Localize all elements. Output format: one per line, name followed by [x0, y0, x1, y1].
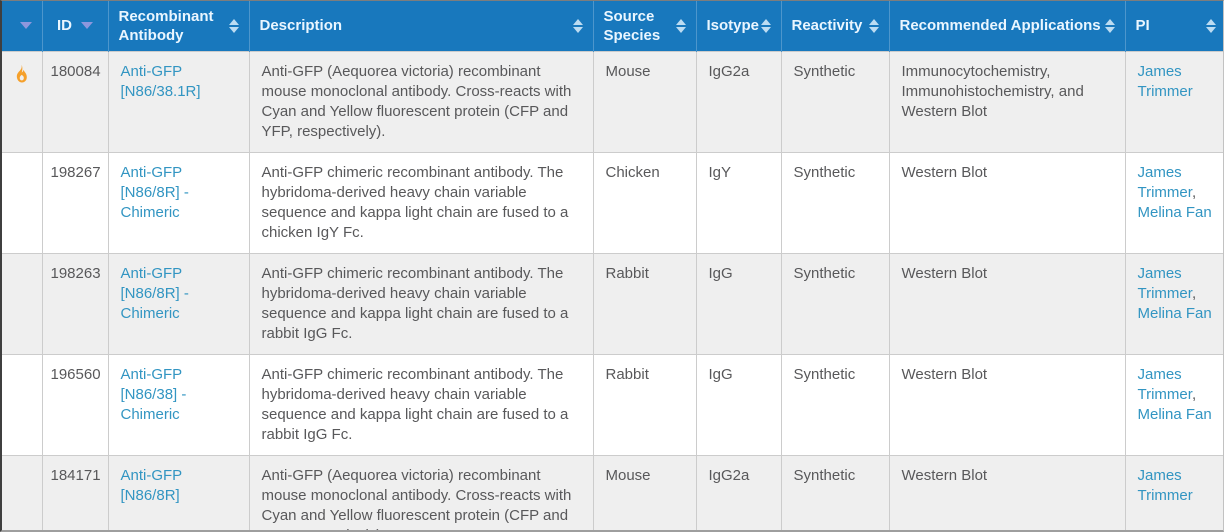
column-label-applications: Recommended Applications	[899, 17, 1101, 35]
hot-filter-caret-icon[interactable]	[20, 22, 33, 30]
table-row: 180084 Anti-GFP [N86/38.1R] Anti-GFP (Ae…	[2, 50, 1223, 152]
pi-link[interactable]: James Trimmer	[1137, 264, 1192, 302]
isotype-cell: IgG	[696, 252, 782, 354]
pi-link[interactable]: James Trimmer	[1137, 365, 1192, 403]
applications-cell: Western Blot	[889, 151, 1126, 253]
antibody-link[interactable]: Anti-GFP [N86/8R]	[120, 466, 182, 504]
column-label-source-species: Source Species	[603, 7, 661, 44]
isotype-cell: IgG2a	[696, 454, 782, 530]
description-cell: Anti-GFP (Aequorea victoria) recombinant…	[249, 50, 594, 152]
pi-link[interactable]: Melina Fan	[1137, 203, 1212, 221]
applications-cell: Western Blot	[889, 454, 1126, 530]
source-species-cell: Mouse	[593, 50, 697, 152]
antibody-link[interactable]: Anti-GFP [N86/38.1R]	[120, 62, 201, 100]
sort-updown-icon	[675, 18, 686, 33]
reactivity-cell: Synthetic	[781, 151, 890, 253]
applications-cell: Immunocytochemistry, Immunohistochemistr…	[889, 50, 1126, 152]
pi-link[interactable]: James Trimmer	[1137, 466, 1193, 504]
id-cell: 180084	[42, 50, 109, 152]
applications-cell: Western Blot	[889, 252, 1126, 354]
pi-link[interactable]: James Trimmer	[1137, 163, 1192, 201]
table-row: 198267 Anti-GFP [N86/8R] - Chimeric Anti…	[2, 151, 1223, 253]
column-label-reactivity: Reactivity	[791, 17, 863, 35]
sort-updown-icon	[868, 18, 879, 33]
pi-cell: James Trimmer	[1125, 454, 1223, 530]
sort-updown-icon	[1206, 18, 1216, 33]
column-header-applications[interactable]: Recommended Applications	[889, 1, 1126, 51]
column-header-antibody[interactable]: Recombinant Antibody	[108, 1, 250, 51]
id-sort-caret-icon[interactable]	[81, 22, 93, 30]
isotype-cell: IgG2a	[696, 50, 782, 152]
isotype-cell: IgG	[696, 353, 782, 455]
table-row: 196560 Anti-GFP [N86/38] - Chimeric Anti…	[2, 353, 1223, 455]
description-cell: Anti-GFP chimeric recombinant antibody. …	[249, 151, 594, 253]
column-header-description[interactable]: Description	[249, 1, 594, 51]
antibody-cell: Anti-GFP [N86/8R] - Chimeric	[108, 151, 250, 253]
source-species-cell: Chicken	[593, 151, 697, 253]
hot-cell	[2, 353, 43, 455]
column-label-isotype: Isotype	[706, 17, 760, 35]
sort-updown-icon	[1104, 18, 1115, 33]
antibody-link[interactable]: Anti-GFP [N86/38] - Chimeric	[120, 365, 187, 423]
column-label-id: ID	[57, 17, 72, 35]
reactivity-cell: Synthetic	[781, 252, 890, 354]
hot-flame-icon	[17, 64, 28, 82]
column-header-id[interactable]: ID	[42, 1, 109, 51]
antibody-cell: Anti-GFP [N86/38.1R]	[108, 50, 250, 152]
table-row: 198263 Anti-GFP [N86/8R] - Chimeric Anti…	[2, 252, 1223, 354]
pi-link[interactable]: Melina Fan	[1137, 405, 1212, 423]
hot-cell	[2, 454, 43, 530]
column-header-isotype[interactable]: Isotype	[696, 1, 782, 51]
reactivity-cell: Synthetic	[781, 50, 890, 152]
applications-cell: Western Blot	[889, 353, 1126, 455]
isotype-cell: IgY	[696, 151, 782, 253]
id-cell: 198263	[42, 252, 109, 354]
pi-cell: James Trimmer, Melina Fan	[1125, 151, 1223, 253]
pi-link[interactable]: Melina Fan	[1137, 304, 1212, 322]
hot-cell	[2, 50, 43, 152]
column-label-description: Description	[259, 17, 343, 35]
antibody-cell: Anti-GFP [N86/8R] - Chimeric	[108, 252, 250, 354]
hot-cell	[2, 151, 43, 253]
pi-cell: James Trimmer	[1125, 50, 1223, 152]
id-cell: 198267	[42, 151, 109, 253]
reactivity-cell: Synthetic	[781, 454, 890, 530]
sort-updown-icon	[760, 18, 771, 33]
antibody-cell: Anti-GFP [N86/8R]	[108, 454, 250, 530]
table-row: 184171 Anti-GFP [N86/8R] Anti-GFP (Aequo…	[2, 454, 1223, 530]
column-label-pi: PI	[1135, 17, 1150, 35]
id-cell: 196560	[42, 353, 109, 455]
antibody-cell: Anti-GFP [N86/38] - Chimeric	[108, 353, 250, 455]
header-row: ID Recombinant Antibody Description	[2, 1, 1223, 51]
pi-link[interactable]: James Trimmer	[1137, 62, 1193, 100]
antibody-link[interactable]: Anti-GFP [N86/8R] - Chimeric	[120, 163, 189, 221]
source-species-cell: Rabbit	[593, 353, 697, 455]
sort-updown-icon	[572, 18, 583, 33]
description-cell: Anti-GFP chimeric recombinant antibody. …	[249, 252, 594, 354]
pi-cell: James Trimmer, Melina Fan	[1125, 252, 1223, 354]
description-cell: Anti-GFP chimeric recombinant antibody. …	[249, 353, 594, 455]
source-species-cell: Rabbit	[593, 252, 697, 354]
source-species-cell: Mouse	[593, 454, 697, 530]
description-cell: Anti-GFP (Aequorea victoria) recombinant…	[249, 454, 594, 530]
sort-updown-icon	[228, 18, 239, 33]
column-label-antibody: Recombinant Antibody	[118, 7, 214, 44]
pi-cell: James Trimmer, Melina Fan	[1125, 353, 1223, 455]
column-header-source-species[interactable]: Source Species	[593, 1, 697, 51]
hot-cell	[2, 252, 43, 354]
column-header-reactivity[interactable]: Reactivity	[781, 1, 890, 51]
reactivity-cell: Synthetic	[781, 353, 890, 455]
antibody-link[interactable]: Anti-GFP [N86/8R] - Chimeric	[120, 264, 189, 322]
column-header-pi[interactable]: PI	[1125, 1, 1223, 51]
column-header-hot[interactable]	[2, 1, 43, 51]
id-cell: 184171	[42, 454, 109, 530]
